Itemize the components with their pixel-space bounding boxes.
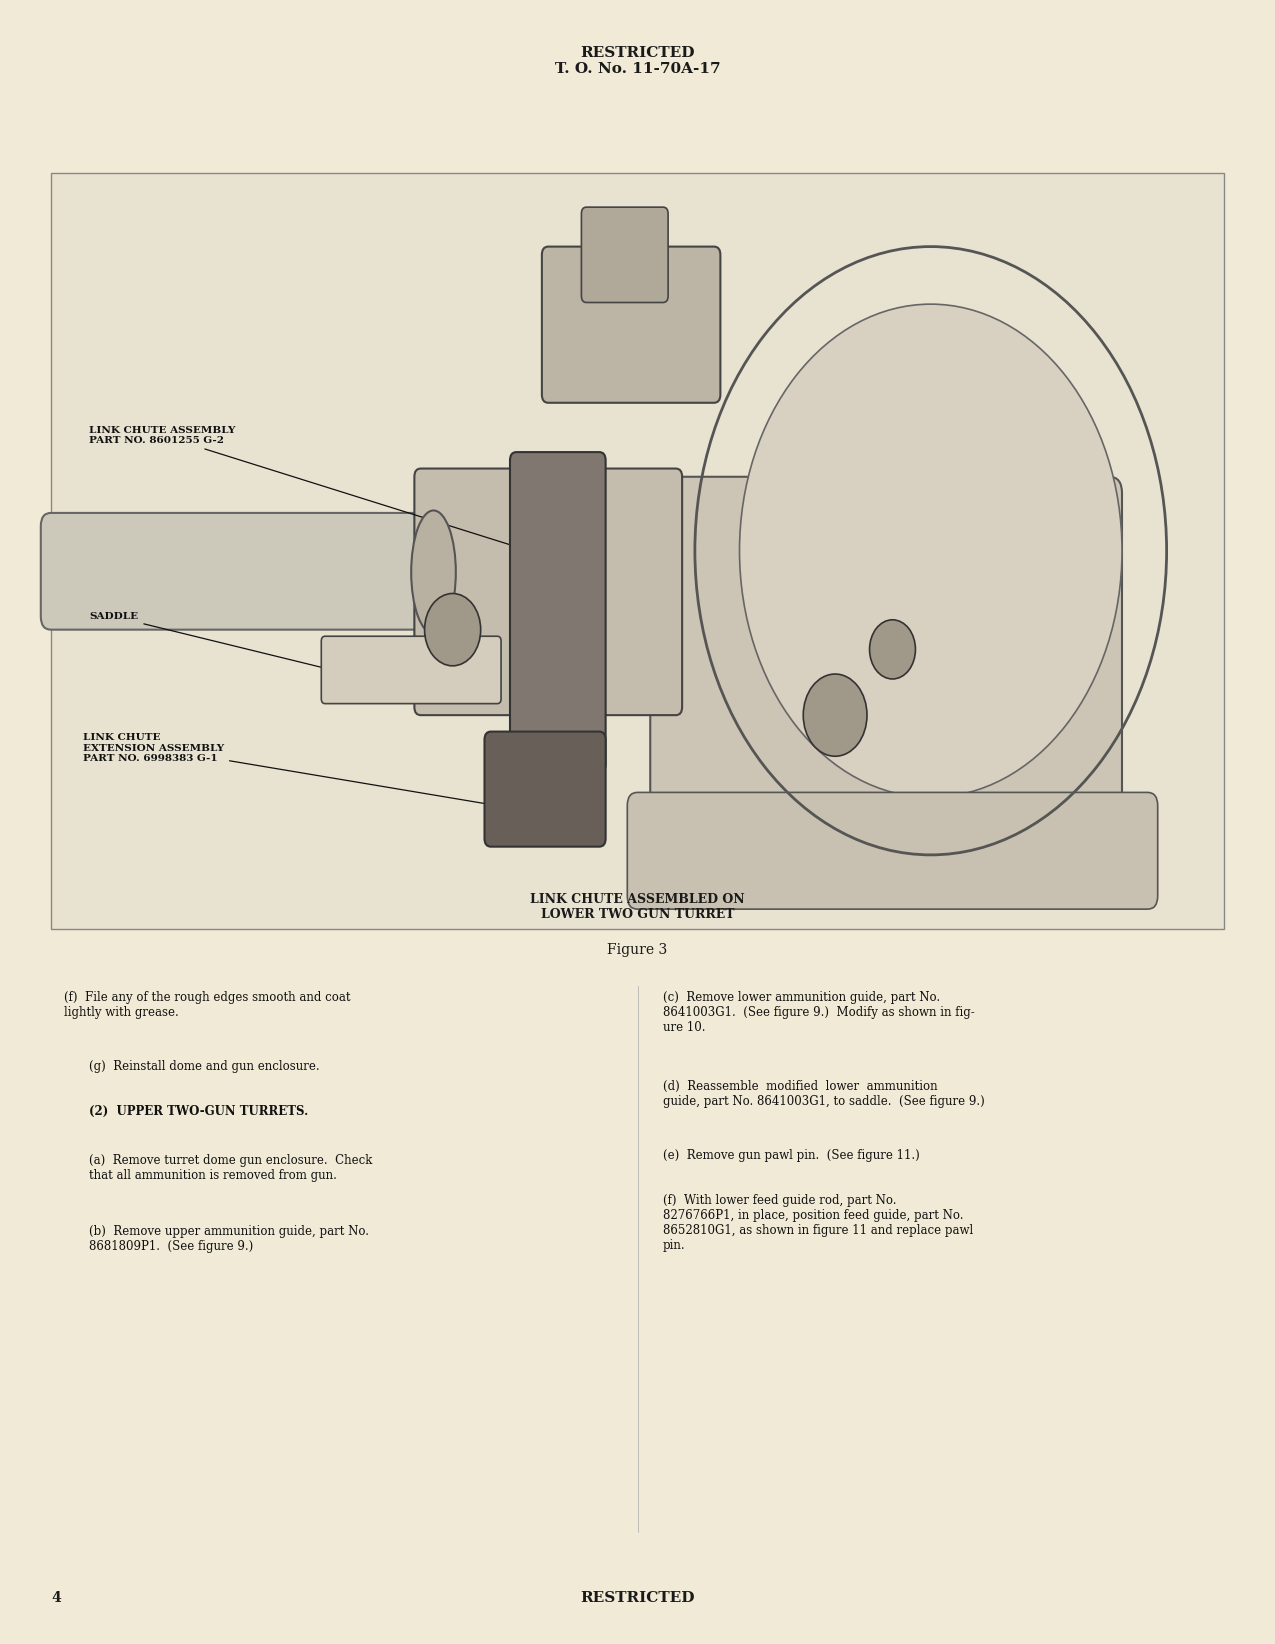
Circle shape [870,620,915,679]
Text: RESTRICTED: RESTRICTED [580,46,695,59]
Text: (d)  Reassemble  modified  lower  ammunition
guide, part No. 8641003G1, to saddl: (d) Reassemble modified lower ammunition… [663,1080,984,1108]
Text: SADDLE: SADDLE [89,612,379,682]
FancyBboxPatch shape [321,636,501,704]
Text: 4: 4 [51,1591,61,1605]
Text: (c)  Remove lower ammunition guide, part No.
8641003G1.  (See figure 9.)  Modify: (c) Remove lower ammunition guide, part … [663,991,975,1034]
Text: Figure 3: Figure 3 [607,944,668,957]
FancyBboxPatch shape [510,452,606,773]
Circle shape [740,304,1122,797]
FancyBboxPatch shape [581,207,668,302]
Text: T. O. No. 11-70A-17: T. O. No. 11-70A-17 [555,62,720,76]
FancyBboxPatch shape [627,792,1158,909]
FancyBboxPatch shape [650,477,1122,855]
Bar [51,173,1224,929]
FancyBboxPatch shape [414,469,682,715]
FancyBboxPatch shape [41,513,444,630]
Text: (e)  Remove gun pawl pin.  (See figure 11.): (e) Remove gun pawl pin. (See figure 11.… [663,1149,919,1162]
Text: LINK CHUTE
EXTENSION ASSEMBLY
PART NO. 6998383 G-1: LINK CHUTE EXTENSION ASSEMBLY PART NO. 6… [83,733,513,809]
Text: (f)  With lower feed guide rod, part No.
8276766P1, in place, position feed guid: (f) With lower feed guide rod, part No. … [663,1194,973,1251]
Text: (b)  Remove upper ammunition guide, part No.
8681809P1.  (See figure 9.): (b) Remove upper ammunition guide, part … [89,1225,370,1253]
FancyBboxPatch shape [542,247,720,403]
Text: RESTRICTED: RESTRICTED [580,1591,695,1605]
Text: (a)  Remove turret dome gun enclosure.  Check
that all ammunition is removed fro: (a) Remove turret dome gun enclosure. Ch… [89,1154,372,1182]
Text: (g)  Reinstall dome and gun enclosure.: (g) Reinstall dome and gun enclosure. [89,1060,320,1074]
FancyBboxPatch shape [484,732,606,847]
Text: LINK CHUTE ASSEMBLY
PART NO. 8601255 G-2: LINK CHUTE ASSEMBLY PART NO. 8601255 G-2 [89,426,525,551]
Text: (2)  UPPER TWO-GUN TURRETS.: (2) UPPER TWO-GUN TURRETS. [89,1105,309,1118]
Text: LINK CHUTE ASSEMBLED ON
LOWER TWO GUN TURRET: LINK CHUTE ASSEMBLED ON LOWER TWO GUN TU… [530,893,745,922]
Circle shape [425,593,481,666]
Ellipse shape [411,510,456,633]
Text: (f)  File any of the rough edges smooth and coat
lightly with grease.: (f) File any of the rough edges smooth a… [64,991,351,1019]
Circle shape [803,674,867,756]
